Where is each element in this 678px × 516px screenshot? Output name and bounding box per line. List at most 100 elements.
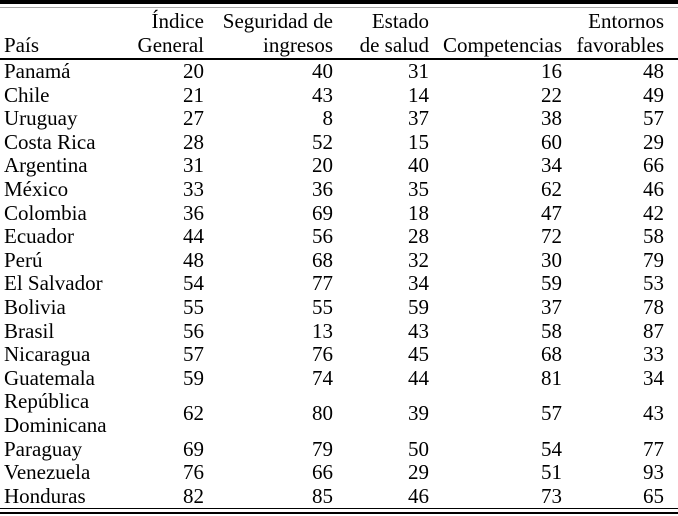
value-cell: 46 bbox=[643, 176, 664, 201]
value-cell: 43 bbox=[312, 82, 333, 107]
value-cell: 14 bbox=[408, 82, 429, 107]
column-header-2: Seguridad de ingresos bbox=[222, 9, 333, 57]
value-cell: 65 bbox=[643, 483, 664, 508]
value-cell: 85 bbox=[312, 483, 333, 508]
value-cell: 37 bbox=[408, 106, 429, 131]
table-row: Ecuador 44 56 28 72 58 bbox=[0, 225, 678, 249]
table-row: República Dominicana 62 80 39 57 43 bbox=[0, 389, 678, 437]
table-top-rule-thin bbox=[0, 7, 678, 8]
value-cell: 34 bbox=[408, 271, 429, 296]
value-cell: 15 bbox=[408, 129, 429, 154]
value-cell: 58 bbox=[643, 224, 664, 249]
value-cell: 77 bbox=[312, 271, 333, 296]
value-cell: 80 bbox=[312, 401, 333, 426]
country-cell: Brasil bbox=[4, 318, 55, 343]
value-cell: 40 bbox=[312, 59, 333, 83]
value-cell: 29 bbox=[643, 129, 664, 154]
value-cell: 62 bbox=[183, 401, 204, 426]
country-cell: Honduras bbox=[4, 483, 86, 508]
table-row: Nicaragua 57 76 45 68 33 bbox=[0, 343, 678, 367]
table-bottom-rule bbox=[0, 512, 678, 515]
value-cell: 36 bbox=[312, 176, 333, 201]
value-cell: 57 bbox=[183, 342, 204, 367]
value-cell: 79 bbox=[312, 436, 333, 461]
value-cell: 55 bbox=[312, 294, 333, 319]
value-cell: 69 bbox=[183, 436, 204, 461]
value-cell: 68 bbox=[312, 247, 333, 272]
table-row: Costa Rica 28 52 15 60 29 bbox=[0, 129, 678, 155]
country-cell: Costa Rica bbox=[4, 129, 96, 154]
country-cell: Ecuador bbox=[4, 224, 74, 249]
value-cell: 21 bbox=[183, 82, 204, 107]
value-cell: 42 bbox=[643, 200, 664, 225]
value-cell: 35 bbox=[408, 176, 429, 201]
value-cell: 34 bbox=[643, 365, 664, 390]
value-cell: 55 bbox=[183, 294, 204, 319]
value-cell: 72 bbox=[541, 224, 562, 249]
value-cell: 66 bbox=[643, 153, 664, 178]
table-row: Guatemala 59 74 44 81 34 bbox=[0, 365, 678, 391]
value-cell: 73 bbox=[541, 483, 562, 508]
table-row: Paraguay 69 79 50 54 77 bbox=[0, 436, 678, 462]
column-header-pais: País bbox=[4, 32, 40, 57]
country-cell: Perú bbox=[4, 247, 43, 272]
value-cell: 56 bbox=[312, 224, 333, 249]
value-cell: 58 bbox=[541, 318, 562, 343]
value-cell: 36 bbox=[183, 200, 204, 225]
value-cell: 93 bbox=[643, 460, 664, 485]
value-cell: 57 bbox=[643, 106, 664, 131]
value-cell: 20 bbox=[183, 59, 204, 83]
value-cell: 16 bbox=[541, 59, 562, 83]
column-header-3: Estado de salud bbox=[359, 9, 429, 57]
value-cell: 28 bbox=[183, 129, 204, 154]
value-cell: 28 bbox=[408, 224, 429, 249]
table-row: Perú 48 68 32 30 79 bbox=[0, 247, 678, 273]
value-cell: 45 bbox=[408, 342, 429, 367]
table-row: Argentina 31 20 40 34 66 bbox=[0, 154, 678, 178]
table-row: Venezuela 76 66 29 51 93 bbox=[0, 460, 678, 485]
country-cell: República Dominicana bbox=[4, 389, 107, 437]
value-cell: 62 bbox=[541, 176, 562, 201]
table-row: Uruguay 27 8 37 38 57 bbox=[0, 107, 678, 131]
value-cell: 56 bbox=[183, 318, 204, 343]
value-cell: 40 bbox=[408, 153, 429, 178]
value-cell: 20 bbox=[312, 153, 333, 178]
value-cell: 47 bbox=[541, 200, 562, 225]
value-cell: 34 bbox=[541, 153, 562, 178]
value-cell: 54 bbox=[541, 436, 562, 461]
value-cell: 33 bbox=[183, 176, 204, 201]
value-cell: 46 bbox=[408, 483, 429, 508]
value-cell: 69 bbox=[312, 200, 333, 225]
value-cell: 8 bbox=[322, 106, 334, 131]
value-cell: 81 bbox=[541, 365, 562, 390]
value-cell: 76 bbox=[183, 460, 204, 485]
value-cell: 66 bbox=[312, 460, 333, 485]
country-cell: Argentina bbox=[4, 153, 88, 178]
table-header-row: País Índice General Seguridad de ingresos Es… bbox=[0, 8, 678, 59]
value-cell: 51 bbox=[541, 460, 562, 485]
value-cell: 53 bbox=[643, 271, 664, 296]
value-cell: 43 bbox=[643, 401, 664, 426]
value-cell: 59 bbox=[408, 294, 429, 319]
country-index-table: País Índice General Seguridad de ingresos Es… bbox=[0, 8, 678, 510]
value-cell: 38 bbox=[541, 106, 562, 131]
country-cell: Chile bbox=[4, 82, 50, 107]
table-row: El Salvador 54 77 34 59 53 bbox=[0, 272, 678, 296]
value-cell: 31 bbox=[183, 153, 204, 178]
value-cell: 82 bbox=[183, 483, 204, 508]
value-cell: 37 bbox=[541, 294, 562, 319]
country-cell: Panamá bbox=[4, 59, 71, 83]
value-cell: 31 bbox=[408, 59, 429, 83]
value-cell: 27 bbox=[183, 106, 204, 131]
country-cell: Uruguay bbox=[4, 106, 78, 131]
value-cell: 78 bbox=[643, 294, 664, 319]
column-header-5: Entornos favorables bbox=[576, 9, 664, 57]
country-cell: Nicaragua bbox=[4, 342, 91, 367]
value-cell: 77 bbox=[643, 436, 664, 461]
value-cell: 18 bbox=[408, 200, 429, 225]
table-row: Chile 21 43 14 22 49 bbox=[0, 82, 678, 108]
country-cell: Paraguay bbox=[4, 436, 83, 461]
value-cell: 43 bbox=[408, 318, 429, 343]
table-row: Brasil 56 13 43 58 87 bbox=[0, 318, 678, 344]
column-header-1: Índice General bbox=[137, 9, 204, 57]
